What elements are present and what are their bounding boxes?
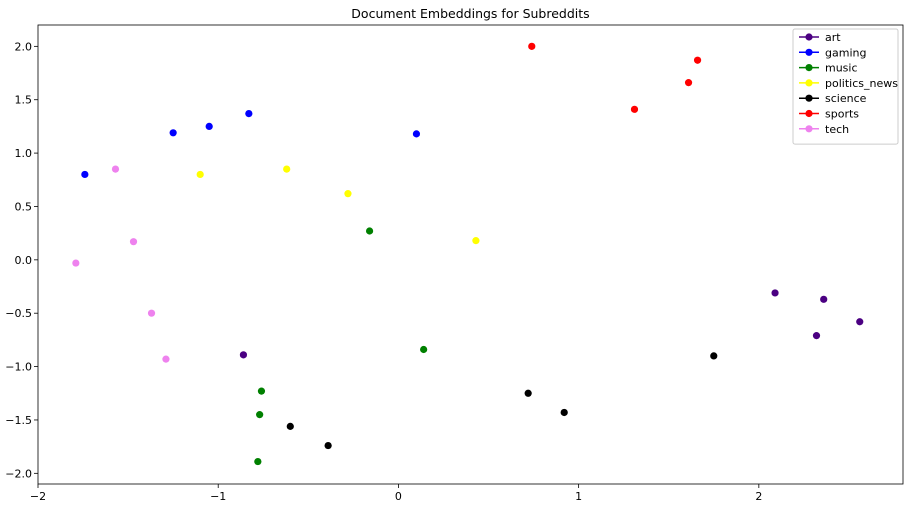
legend-item-tech: tech xyxy=(799,123,849,136)
legend-item-sports: sports xyxy=(799,108,859,121)
legend-label: science xyxy=(825,92,867,105)
point-science xyxy=(560,408,568,417)
point-sports xyxy=(693,56,702,64)
x-tick-label: 2 xyxy=(755,490,762,503)
point-music xyxy=(256,411,264,419)
point-art xyxy=(239,351,248,359)
y-tick-label: 2.0 xyxy=(15,40,33,53)
point-art xyxy=(820,295,828,303)
point-gaming xyxy=(412,130,421,138)
point-music xyxy=(420,345,428,354)
point-science xyxy=(324,441,332,450)
y-tick-label: −2.0 xyxy=(5,467,32,480)
point-gaming xyxy=(205,122,213,131)
legend-marker xyxy=(805,125,813,133)
point-sports xyxy=(630,105,639,113)
legend-label: gaming xyxy=(825,46,866,59)
x-axis: −2 −1 0 1 2 xyxy=(30,484,762,503)
point-gaming xyxy=(169,129,177,137)
legend-label: sports xyxy=(825,108,859,121)
plot-frame xyxy=(37,24,904,485)
y-tick-label: 1.0 xyxy=(15,147,33,160)
legend-marker xyxy=(805,33,813,41)
axes-frame xyxy=(37,24,904,485)
y-axis: −2.0 −1.5 −1.0 −0.5 0.0 0.5 1.0 1.5 2.0 xyxy=(5,40,38,480)
point-politics_news xyxy=(196,170,204,179)
point-politics_news xyxy=(283,165,291,173)
point-art xyxy=(771,289,779,297)
y-tick-label: 0.5 xyxy=(15,200,33,213)
point-tech xyxy=(111,165,120,173)
legend-marker xyxy=(805,48,813,56)
legend-item-gaming: gaming xyxy=(799,46,866,59)
legend-marker xyxy=(805,109,813,118)
point-politics_news xyxy=(472,237,480,245)
point-tech xyxy=(147,309,156,317)
point-art xyxy=(856,318,864,326)
y-tick-label: −1.0 xyxy=(5,361,32,374)
point-music xyxy=(365,227,374,235)
x-tick-label: 1 xyxy=(575,490,582,503)
x-tick-label: −1 xyxy=(210,490,226,503)
y-tick-label: −1.5 xyxy=(5,414,32,427)
legend-label: music xyxy=(825,62,858,75)
point-music xyxy=(257,387,266,395)
point-tech xyxy=(72,259,80,267)
point-science xyxy=(286,422,294,430)
legend-item-art: art xyxy=(799,31,841,44)
point-art xyxy=(812,332,821,340)
point-politics_news xyxy=(344,190,352,198)
x-tick-label: 0 xyxy=(395,490,402,503)
point-sports xyxy=(684,79,693,87)
legend-label: art xyxy=(825,31,841,44)
y-tick-label: 0.0 xyxy=(15,254,33,267)
legend-item-science: science xyxy=(799,92,867,105)
point-sports xyxy=(528,42,536,50)
legend-item-music: music xyxy=(799,62,858,75)
y-tick-label: −0.5 xyxy=(5,307,32,320)
point-tech xyxy=(162,355,170,363)
chart-title: Document Embeddings for Subreddits xyxy=(351,6,589,21)
legend-marker xyxy=(805,94,813,102)
legend-item-politics_news: politics_news xyxy=(799,77,898,90)
point-music xyxy=(254,457,262,466)
legend-label: politics_news xyxy=(825,77,898,90)
x-tick-label: −2 xyxy=(30,490,46,503)
point-science xyxy=(710,352,718,360)
point-science xyxy=(524,389,532,397)
legend-box xyxy=(792,28,899,145)
point-gaming xyxy=(81,170,89,179)
legend-marker xyxy=(805,79,813,87)
legend-label: tech xyxy=(825,123,849,136)
data-points xyxy=(72,42,864,466)
point-gaming xyxy=(245,109,253,118)
y-tick-label: 1.5 xyxy=(15,94,33,107)
point-tech xyxy=(129,238,138,246)
legend-marker xyxy=(805,64,813,72)
